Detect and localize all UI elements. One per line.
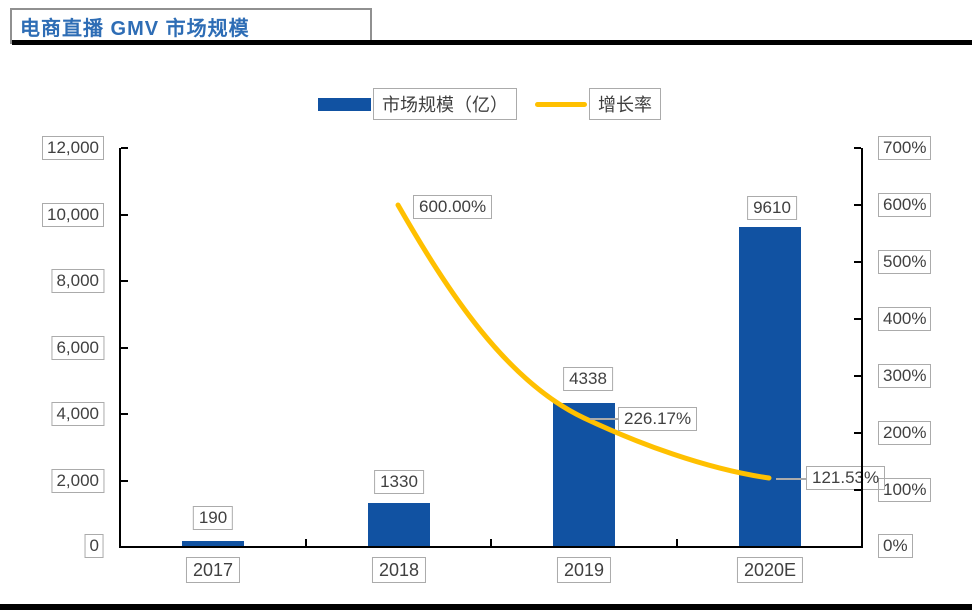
left-axis-tick-label: 12,000 bbox=[42, 136, 104, 160]
right-axis-tick bbox=[854, 432, 861, 434]
line-data-label-2019: 226.17% bbox=[618, 407, 698, 431]
leader-line-2019 bbox=[590, 418, 618, 420]
left-axis-tick-label: 10,000 bbox=[42, 203, 104, 227]
right-axis-tick bbox=[854, 204, 861, 206]
x-axis-label-2020e: 2020E bbox=[736, 557, 804, 583]
right-axis-tick-label: 0% bbox=[878, 534, 913, 558]
line-series-swatch bbox=[535, 101, 587, 107]
line-data-label-2018: 600.00% bbox=[413, 195, 493, 219]
left-axis-tick bbox=[121, 413, 128, 415]
bar-2020e bbox=[739, 227, 801, 547]
bar-2018 bbox=[368, 503, 430, 547]
left-axis-tick bbox=[121, 347, 128, 349]
right-axis-tick-label: 500% bbox=[878, 250, 932, 274]
chart-title: 电商直播 GMV 市场规模 bbox=[20, 17, 250, 40]
bar-2019 bbox=[553, 403, 615, 547]
footer-divider bbox=[0, 604, 972, 610]
legend: 市场规模（亿） 增长率 bbox=[318, 88, 661, 120]
bar-data-label-2018: 1330 bbox=[374, 470, 424, 494]
line-data-label-2020e: 121.53% bbox=[806, 466, 886, 490]
x-axis-label-2017: 2017 bbox=[185, 557, 241, 583]
bar-series-swatch bbox=[318, 97, 371, 111]
bottom-axis-line bbox=[119, 546, 863, 548]
right-axis-tick-label: 300% bbox=[878, 364, 932, 388]
right-axis-tick-label: 700% bbox=[878, 136, 932, 160]
bar-2017 bbox=[182, 541, 244, 547]
left-axis-tick bbox=[121, 280, 128, 282]
bar-data-label-2020e: 9610 bbox=[747, 196, 797, 220]
bar-data-label-2019: 4338 bbox=[563, 367, 613, 391]
left-axis-tick-label: 2,000 bbox=[51, 469, 104, 493]
right-axis-line bbox=[861, 148, 863, 548]
left-axis-tick bbox=[121, 214, 128, 216]
legend-label-line: 增长率 bbox=[589, 88, 661, 120]
x-axis-tick bbox=[305, 539, 307, 546]
x-axis-tick bbox=[676, 539, 678, 546]
left-axis-tick bbox=[121, 147, 128, 149]
right-axis-tick bbox=[854, 489, 861, 491]
bar-data-label-2017: 190 bbox=[192, 506, 234, 530]
right-axis-tick-label: 600% bbox=[878, 193, 932, 217]
right-axis-tick bbox=[854, 375, 861, 377]
left-axis-tick bbox=[121, 480, 128, 482]
right-axis-tick-label: 100% bbox=[878, 478, 932, 502]
x-axis-tick bbox=[490, 539, 492, 546]
legend-label-bar: 市场规模（亿） bbox=[373, 88, 517, 120]
x-axis-label-2018: 2018 bbox=[371, 557, 427, 583]
leader-line-2020e bbox=[776, 478, 806, 480]
right-axis-tick-label: 400% bbox=[878, 307, 932, 331]
left-axis-line bbox=[119, 148, 121, 548]
left-axis-tick-label: 6,000 bbox=[51, 336, 104, 360]
header-divider bbox=[12, 40, 972, 45]
right-axis-tick-label: 200% bbox=[878, 421, 932, 445]
right-axis-tick bbox=[854, 147, 861, 149]
right-axis-tick bbox=[854, 318, 861, 320]
left-axis-tick-label: 8,000 bbox=[51, 269, 104, 293]
chart-title-box: 电商直播 GMV 市场规模 bbox=[10, 8, 372, 44]
left-axis-tick-label: 0 bbox=[84, 534, 104, 558]
right-axis-tick bbox=[854, 261, 861, 263]
left-axis-tick-label: 4,000 bbox=[51, 402, 104, 426]
x-axis-label-2019: 2019 bbox=[556, 557, 612, 583]
